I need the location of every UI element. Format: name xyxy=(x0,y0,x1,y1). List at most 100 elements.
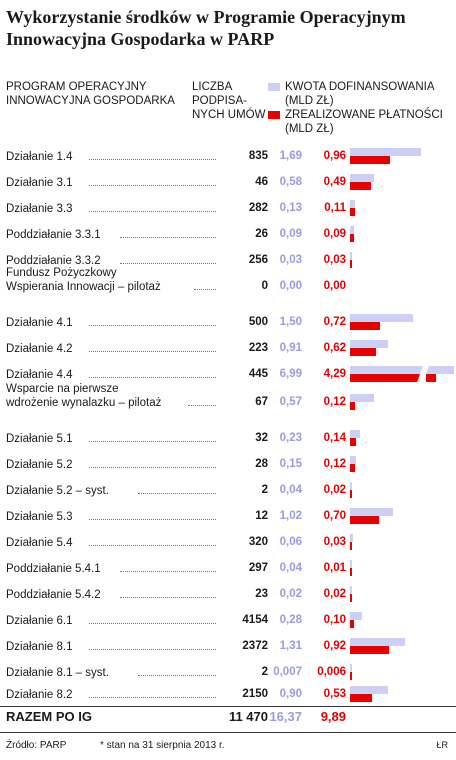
bar-kwota xyxy=(350,664,352,672)
row-count: 2 xyxy=(261,666,268,678)
row-label: Działanie 1.4 xyxy=(6,151,73,163)
row-label: Poddziałanie 5.4.2 xyxy=(6,589,101,601)
bar-platnosci xyxy=(350,464,355,472)
row-leader xyxy=(88,350,216,352)
bar-platnosci xyxy=(350,322,380,330)
row-kwota-value: 0,90 xyxy=(279,688,302,700)
bar-platnosci xyxy=(350,490,352,498)
row-kwota-value: 0,03 xyxy=(279,254,302,266)
row-platnosci-value: 0,70 xyxy=(323,510,346,522)
row-kwota-value: 1,31 xyxy=(279,640,302,652)
row-kwota-value: 0,23 xyxy=(279,432,302,444)
row-kwota-value: 0,15 xyxy=(279,458,302,470)
row-kwota-value: 0,00 xyxy=(279,280,302,292)
row-label: Działanie 8.1 – syst. xyxy=(6,667,109,679)
legend-platnosci-swatch xyxy=(268,111,280,119)
row-platnosci-value: 0,72 xyxy=(323,316,346,328)
row-leader xyxy=(88,158,216,160)
row-label: Poddziałanie 3.3.2 xyxy=(6,255,101,267)
row-label: Działanie 4.4 xyxy=(6,369,73,381)
bar-kwota xyxy=(350,508,393,516)
bar-platnosci xyxy=(350,260,352,268)
bar-kwota xyxy=(350,200,355,208)
row-platnosci-value: 0,03 xyxy=(323,536,346,548)
row-label: Działanie 3.1 xyxy=(6,177,73,189)
bar-kwota xyxy=(350,314,413,322)
row-platnosci-value: 0,03 xyxy=(323,254,346,266)
row-label: Poddziałanie 5.4.1 xyxy=(6,563,101,575)
row-count: 256 xyxy=(248,254,268,266)
row-leader xyxy=(119,570,216,572)
footer-note: * stan na 31 sierpnia 2013 r. xyxy=(100,740,225,751)
row-kwota-value: 1,69 xyxy=(279,150,302,162)
bar-platnosci xyxy=(350,156,390,164)
row-count: 26 xyxy=(255,228,268,240)
row-kwota-value: 0,04 xyxy=(279,562,302,574)
bar-platnosci xyxy=(350,594,352,602)
row-kwota-value: 0,91 xyxy=(279,342,302,354)
bar-platnosci xyxy=(350,516,379,524)
bar-kwota xyxy=(350,686,388,694)
row-count: 835 xyxy=(248,150,268,162)
row-leader xyxy=(88,466,216,468)
row-kwota-value: 0,007 xyxy=(273,666,302,678)
row-platnosci-value: 0,12 xyxy=(323,396,346,408)
row-platnosci-value: 0,49 xyxy=(323,176,346,188)
row-leader xyxy=(138,492,216,494)
row-label: Działanie 4.1 xyxy=(6,317,73,329)
row-kwota-value: 0,58 xyxy=(279,176,302,188)
bar-kwota xyxy=(350,534,353,542)
row-kwota-value: 0,09 xyxy=(279,228,302,240)
bar-platnosci xyxy=(350,694,372,702)
bar-kwota xyxy=(350,340,388,348)
row-count: 32 xyxy=(255,432,268,444)
row-leader xyxy=(88,324,216,326)
row-leader xyxy=(88,440,216,442)
row-count: 2150 xyxy=(242,688,268,700)
row-count: 28 xyxy=(255,458,268,470)
row-platnosci-value: 4,29 xyxy=(323,368,346,380)
row-platnosci-value: 0,09 xyxy=(323,228,346,240)
row-label: Działanie 5.3 xyxy=(6,511,73,523)
row-label: Wsparcie na pierwsze wdrożenie wynalazku… xyxy=(6,383,162,409)
header-liczba: LICZBA PODPISA-NYCH UMÓW xyxy=(192,81,266,121)
bar-kwota xyxy=(350,638,405,646)
footer-source: Źródło: PARP xyxy=(6,740,67,751)
row-platnosci-value: 0,02 xyxy=(323,484,346,496)
row-kwota-value: 0,02 xyxy=(279,588,302,600)
row-count: 67 xyxy=(255,396,268,408)
bar-kwota xyxy=(350,226,354,234)
row-count: 4154 xyxy=(242,614,268,626)
row-kwota-value: 1,50 xyxy=(279,316,302,328)
bar-kwota xyxy=(350,560,352,568)
row-label: Działanie 5.1 xyxy=(6,433,73,445)
bar-kwota xyxy=(350,174,374,182)
bar-platnosci xyxy=(350,568,352,576)
row-kwota-value: 0,06 xyxy=(279,536,302,548)
total-count: 11 470 xyxy=(228,709,268,724)
row-platnosci-value: 0,01 xyxy=(323,562,346,574)
row-leader xyxy=(88,518,216,520)
header-program: PROGRAM OPERACYJNY INNOWACYJNA GOSPODARK… xyxy=(6,81,175,107)
bar-kwota xyxy=(350,394,374,402)
row-leader xyxy=(88,210,216,212)
bar-platnosci xyxy=(350,672,352,680)
row-count: 320 xyxy=(248,536,268,548)
bar-kwota xyxy=(350,612,362,620)
row-count: 445 xyxy=(248,368,268,380)
chart-title: Wykorzystanie środków w Programie Operac… xyxy=(6,7,406,49)
bar-platnosci xyxy=(350,646,389,654)
row-platnosci-value: 0,006 xyxy=(317,666,346,678)
bar-platnosci xyxy=(350,234,354,242)
row-platnosci-value: 0,53 xyxy=(323,688,346,700)
bar-kwota xyxy=(350,252,352,260)
row-leader xyxy=(119,596,216,598)
row-count: 2 xyxy=(261,484,268,496)
row-leader xyxy=(88,184,216,186)
total-label: RAZEM PO IG xyxy=(6,709,92,724)
row-count: 0 xyxy=(261,280,268,292)
row-platnosci-value: 0,14 xyxy=(323,432,346,444)
row-leader xyxy=(119,236,216,238)
row-label: Poddziałanie 3.3.1 xyxy=(6,229,101,241)
row-label: Działanie 8.2 xyxy=(6,689,73,701)
